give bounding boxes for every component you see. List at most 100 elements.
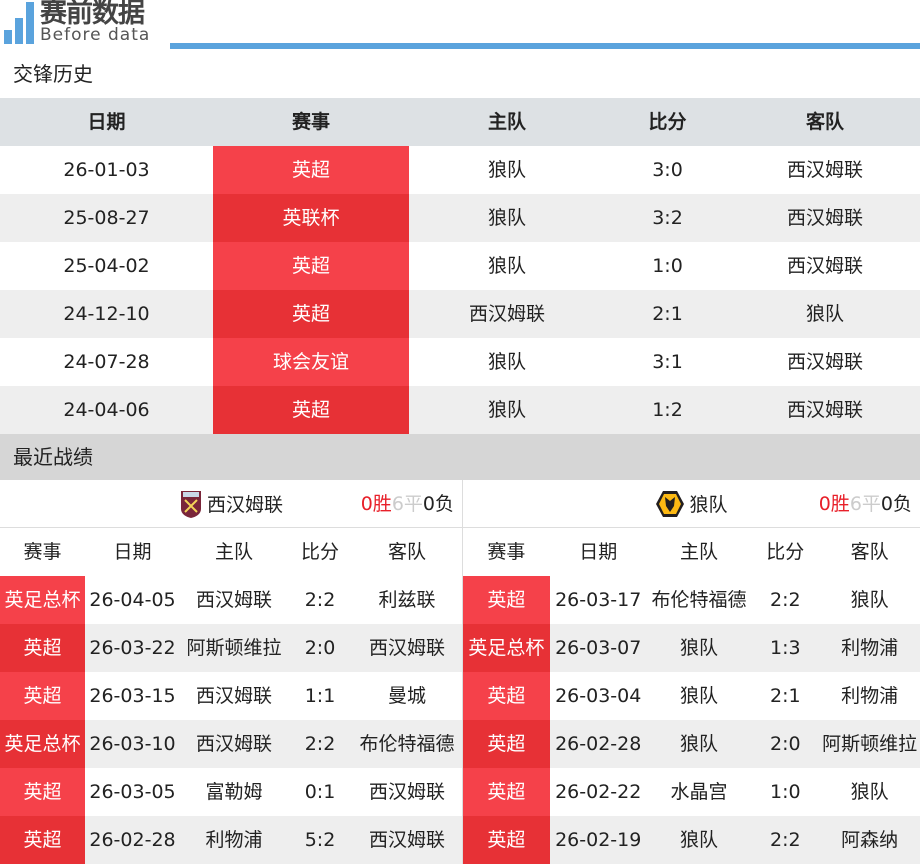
recent-home-panel: 西汉姆联 0胜6平0负 赛事 日期 主队 比分 客队 英足总杯 26-04-05 西汉姆联 2:2… — [0, 480, 462, 864]
date-cell: 26-03-04 — [555, 685, 642, 707]
match-row[interactable]: 英足总杯 26-03-07 狼队 1:3 利物浦 — [463, 624, 920, 672]
competition-cell: 英超 — [213, 146, 409, 194]
date-cell: 26-04-05 — [89, 589, 176, 611]
match-row[interactable]: 英超 26-02-28 狼队 2:0 阿斯顿维拉 — [463, 720, 920, 768]
col-date: 日期 — [87, 111, 126, 133]
wins: 0胜 — [360, 493, 392, 515]
home-team-cell: 布伦特福德 — [651, 589, 747, 611]
losses: 0负 — [880, 493, 912, 515]
col-home-team: 主队 — [214, 541, 253, 563]
score-cell: 2:0 — [769, 733, 801, 755]
score-cell: 2:2 — [304, 733, 336, 755]
match-row[interactable]: 英超 26-03-17 布伦特福德 2:2 狼队 — [463, 576, 920, 624]
h2h-title: 交锋历史 — [13, 62, 93, 86]
table-row[interactable]: 24-12-10 英超 西汉姆联 2:1 狼队 — [0, 290, 920, 338]
logo: 赛前数据 Before data — [4, 0, 150, 44]
h2h-table: 日期 赛事 主队 比分 客队 26-01-03 英超 狼队 3:0 西汉姆联 25-08-27 英联杯… — [0, 98, 920, 434]
date-cell: 26-03-05 — [89, 781, 176, 803]
col-competition: 赛事 — [291, 111, 330, 133]
logo-en: Before data — [40, 25, 151, 45]
away-team-cell: 阿森纳 — [841, 829, 899, 851]
away-team-cell: 西汉姆联 — [786, 351, 863, 373]
away-team-cell: 狼队 — [850, 589, 889, 611]
col-away-team: 客队 — [850, 541, 889, 563]
home-team-cell: 狼队 — [487, 207, 526, 229]
home-team-cell: 西汉姆联 — [468, 303, 545, 325]
wins: 0胜 — [818, 493, 850, 515]
col-home-team: 主队 — [487, 111, 526, 133]
home-team-cell: 阿斯顿维拉 — [186, 637, 282, 659]
date-cell: 26-02-28 — [555, 733, 642, 755]
record: 0胜6平0负 — [819, 480, 912, 528]
score-cell: 1:1 — [304, 685, 336, 707]
home-team-cell: 狼队 — [679, 829, 718, 851]
home-team-cell: 西汉姆联 — [195, 733, 272, 755]
match-row[interactable]: 英超 26-02-22 水晶宫 1:0 狼队 — [463, 768, 920, 816]
away-team-cell: 布伦特福德 — [359, 733, 455, 755]
match-row[interactable]: 英超 26-03-22 阿斯顿维拉 2:0 西汉姆联 — [0, 624, 462, 672]
table-row[interactable]: 26-01-03 英超 狼队 3:0 西汉姆联 — [0, 146, 920, 194]
west-ham-crest-icon — [180, 490, 201, 518]
competition-cell: 英联杯 — [213, 194, 409, 242]
away-team-cell: 阿斯顿维拉 — [822, 733, 918, 755]
col-home-team: 主队 — [679, 541, 718, 563]
competition-cell: 英超 — [0, 624, 85, 672]
away-team-cell: 西汉姆联 — [368, 829, 445, 851]
col-score: 比分 — [300, 541, 339, 563]
match-row[interactable]: 英足总杯 26-04-05 西汉姆联 2:2 利兹联 — [0, 576, 462, 624]
col-score: 比分 — [766, 541, 805, 563]
date-cell: 26-02-19 — [555, 829, 642, 851]
header-divider — [170, 43, 920, 49]
away-team-cell: 西汉姆联 — [786, 159, 863, 181]
home-team-cell: 水晶宫 — [670, 781, 728, 803]
competition-cell: 英足总杯 — [0, 720, 85, 768]
competition-cell: 英超 — [213, 242, 409, 290]
team-header: 西汉姆联 0胜6平0负 — [0, 480, 462, 528]
match-row[interactable]: 英超 26-02-19 狼队 2:2 阿森纳 — [463, 816, 920, 864]
score-cell: 2:0 — [304, 637, 336, 659]
competition-cell: 英超 — [463, 816, 550, 864]
table-row[interactable]: 25-08-27 英联杯 狼队 3:2 西汉姆联 — [0, 194, 920, 242]
home-team-cell: 富勒姆 — [205, 781, 263, 803]
date-cell: 24-07-28 — [63, 351, 150, 373]
competition-cell: 英超 — [0, 672, 85, 720]
score-cell: 2:1 — [652, 303, 683, 325]
match-row[interactable]: 英足总杯 26-03-10 西汉姆联 2:2 布伦特福德 — [0, 720, 462, 768]
competition-cell: 英超 — [463, 576, 550, 624]
col-score: 比分 — [648, 111, 687, 133]
header: 赛前数据 Before data — [0, 0, 920, 50]
record: 0胜6平0负 — [361, 480, 454, 528]
competition-cell: 英超 — [213, 290, 409, 338]
competition-cell: 英足总杯 — [463, 624, 550, 672]
date-cell: 26-02-22 — [555, 781, 642, 803]
match-row[interactable]: 英超 26-03-04 狼队 2:1 利物浦 — [463, 672, 920, 720]
match-row[interactable]: 英超 26-03-15 西汉姆联 1:1 曼城 — [0, 672, 462, 720]
away-team-cell: 西汉姆联 — [368, 637, 445, 659]
date-cell: 26-03-15 — [89, 685, 176, 707]
away-team-cell: 利物浦 — [841, 685, 899, 707]
home-team-cell: 狼队 — [679, 685, 718, 707]
competition-cell: 英足总杯 — [0, 576, 85, 624]
table-row[interactable]: 24-07-28 球会友谊 狼队 3:1 西汉姆联 — [0, 338, 920, 386]
table-row[interactable]: 24-04-06 英超 狼队 1:2 西汉姆联 — [0, 386, 920, 434]
score-cell: 1:3 — [769, 637, 801, 659]
match-row[interactable]: 英超 26-03-05 富勒姆 0:1 西汉姆联 — [0, 768, 462, 816]
draws: 6平 — [391, 493, 423, 515]
competition-cell: 球会友谊 — [213, 338, 409, 386]
column-header: 赛事 日期 主队 比分 客队 — [0, 528, 462, 576]
away-team-cell: 西汉姆联 — [786, 255, 863, 277]
home-team-cell: 利物浦 — [205, 829, 263, 851]
col-date: 日期 — [579, 541, 618, 563]
score-cell: 0:1 — [304, 781, 336, 803]
date-cell: 25-08-27 — [63, 207, 150, 229]
score-cell: 2:2 — [769, 829, 801, 851]
score-cell: 1:0 — [769, 781, 801, 803]
match-row[interactable]: 英超 26-02-28 利物浦 5:2 西汉姆联 — [0, 816, 462, 864]
table-row[interactable]: 25-04-02 英超 狼队 1:0 西汉姆联 — [0, 242, 920, 290]
date-cell: 24-12-10 — [63, 303, 150, 325]
col-away-team: 客队 — [805, 111, 844, 133]
draws: 6平 — [849, 493, 881, 515]
bar-chart-icon — [4, 2, 34, 44]
team-header: 狼队 0胜6平0负 — [463, 480, 920, 528]
home-team-cell: 狼队 — [487, 159, 526, 181]
